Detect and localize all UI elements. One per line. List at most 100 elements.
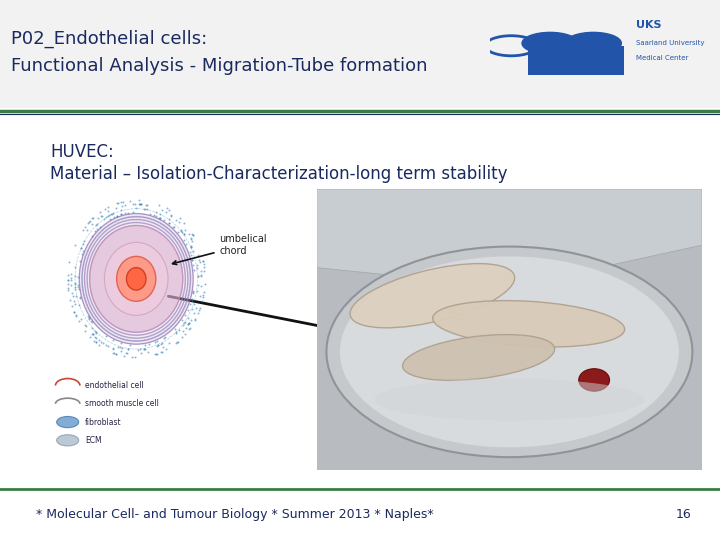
Point	[68, 307, 80, 316]
Point	[87, 214, 99, 222]
Point	[140, 201, 152, 210]
Point	[182, 320, 194, 328]
Bar	[0, 0, 720, 108]
Point	[196, 272, 207, 281]
Ellipse shape	[374, 379, 644, 421]
Point	[110, 350, 122, 359]
Point	[86, 324, 98, 333]
Circle shape	[127, 268, 146, 290]
Point	[73, 301, 85, 310]
Point	[131, 204, 143, 212]
Point	[197, 256, 209, 265]
Point	[163, 219, 174, 228]
Point	[73, 285, 84, 294]
Point	[155, 214, 166, 222]
Point	[87, 330, 99, 339]
Point	[83, 313, 94, 322]
Point	[151, 341, 163, 350]
Point	[171, 338, 183, 347]
Point	[84, 314, 95, 323]
Point	[107, 345, 119, 353]
Point	[66, 269, 77, 278]
Text: HUVEC:: HUVEC:	[50, 143, 114, 161]
Point	[79, 327, 91, 335]
Point	[82, 219, 94, 228]
Point	[67, 291, 78, 300]
Point	[154, 213, 166, 222]
Point	[66, 276, 77, 285]
Point	[96, 211, 107, 220]
Point	[102, 207, 114, 216]
Ellipse shape	[402, 335, 554, 380]
Point	[163, 214, 175, 223]
Point	[122, 345, 134, 353]
Point	[129, 353, 140, 362]
Point	[199, 279, 210, 288]
Point	[91, 328, 102, 337]
Point	[124, 341, 135, 349]
Point	[161, 345, 172, 354]
Point	[170, 329, 181, 338]
Point	[194, 255, 205, 264]
Point	[152, 341, 163, 349]
Point	[185, 234, 197, 243]
Point	[197, 292, 209, 301]
Point	[96, 339, 108, 347]
Point	[135, 200, 147, 208]
Point	[109, 213, 120, 221]
Point	[141, 201, 153, 210]
Text: P02_Endothelial cells:: P02_Endothelial cells:	[11, 30, 207, 48]
Point	[139, 205, 150, 213]
Point	[102, 342, 113, 350]
Point	[69, 285, 81, 293]
Point	[94, 207, 106, 216]
Point	[182, 313, 194, 322]
Point	[74, 292, 86, 301]
Point	[72, 273, 84, 281]
Point	[110, 204, 122, 212]
Point	[78, 247, 89, 255]
Point	[75, 243, 86, 252]
Point	[86, 318, 97, 326]
Point	[62, 275, 73, 284]
Point	[89, 337, 100, 346]
Point	[139, 205, 150, 213]
Point	[171, 215, 182, 224]
Point	[174, 214, 186, 222]
Point	[101, 213, 112, 221]
Point	[185, 251, 197, 259]
Point	[149, 338, 161, 347]
Point	[71, 292, 82, 300]
Point	[102, 212, 114, 220]
Point	[165, 211, 176, 220]
Point	[180, 323, 192, 332]
Point	[130, 200, 141, 208]
Point	[161, 208, 172, 217]
Point	[122, 208, 134, 217]
Point	[77, 239, 89, 248]
Text: ECM: ECM	[85, 436, 102, 445]
Point	[117, 201, 128, 210]
Point	[182, 306, 194, 315]
Point	[103, 211, 114, 220]
Point	[140, 341, 151, 349]
Circle shape	[80, 214, 192, 343]
Point	[143, 348, 154, 356]
Point	[127, 208, 139, 217]
Point	[127, 200, 139, 208]
Point	[195, 270, 207, 279]
Point	[186, 256, 198, 265]
Point	[100, 340, 112, 349]
Point	[135, 200, 147, 209]
Point	[197, 291, 209, 300]
Ellipse shape	[340, 256, 679, 447]
Point	[70, 311, 81, 320]
Point	[180, 226, 192, 234]
Point	[185, 315, 197, 324]
Point	[107, 336, 119, 345]
Point	[176, 333, 188, 341]
Point	[150, 350, 161, 359]
Text: Saarland University: Saarland University	[636, 40, 705, 46]
Point	[161, 204, 172, 213]
Point	[84, 217, 96, 225]
